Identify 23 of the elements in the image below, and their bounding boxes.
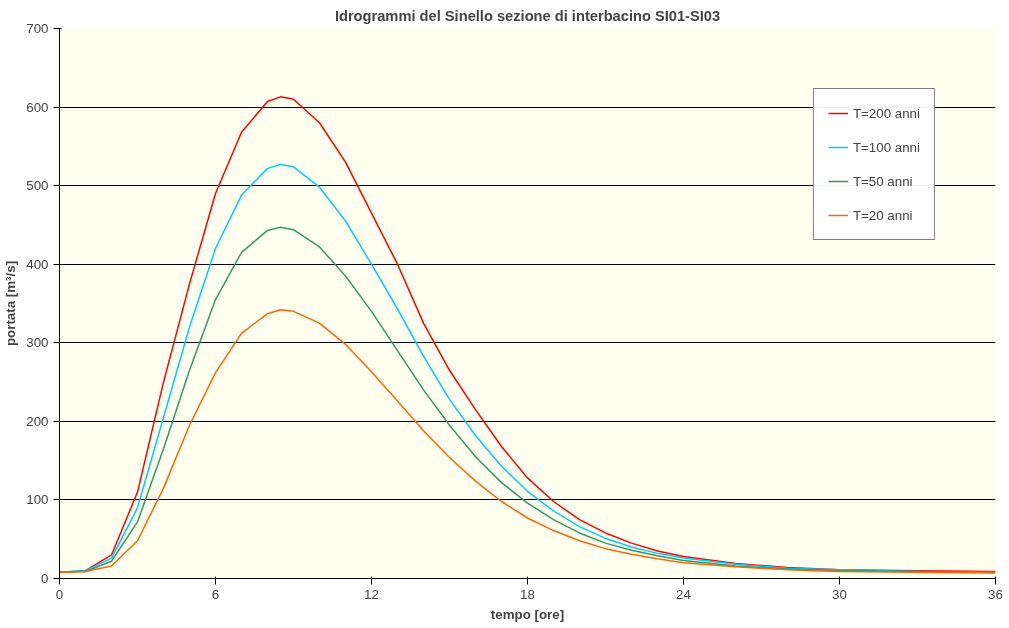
chart-title: Idrogrammi del Sinello sezione di interbacino SI01-SI03: [334, 7, 721, 24]
x-tick-label: 0: [55, 586, 64, 602]
legend-label: T=20 anni: [852, 207, 913, 223]
legend-label: T=50 anni: [852, 173, 913, 189]
y-tick-label: 300: [26, 335, 49, 351]
x-tick-label: 12: [364, 586, 379, 602]
x-tick-label: 6: [211, 586, 220, 602]
y-tick-label: 500: [26, 178, 49, 194]
y-tick-label: 700: [26, 21, 49, 36]
legend-label: T=200 anni: [852, 105, 920, 121]
x-tick-label: 30: [832, 586, 847, 602]
x-axis-title: tempo [ore]: [490, 606, 565, 622]
y-tick-label: 0: [41, 571, 49, 586]
x-tick-label: 36: [988, 586, 1003, 602]
x-tick-label: 24: [676, 586, 692, 602]
legend-label: T=100 anni: [852, 139, 920, 155]
x-tick-label: 18: [520, 586, 535, 602]
line-series: [59, 309, 996, 574]
y-tick-label: 400: [26, 256, 49, 272]
y-axis-title: portata [m³/s]: [3, 260, 19, 347]
y-tick-label: 100: [26, 492, 49, 508]
y-tick-label: 600: [26, 99, 49, 115]
y-tick-label: 200: [26, 413, 49, 429]
